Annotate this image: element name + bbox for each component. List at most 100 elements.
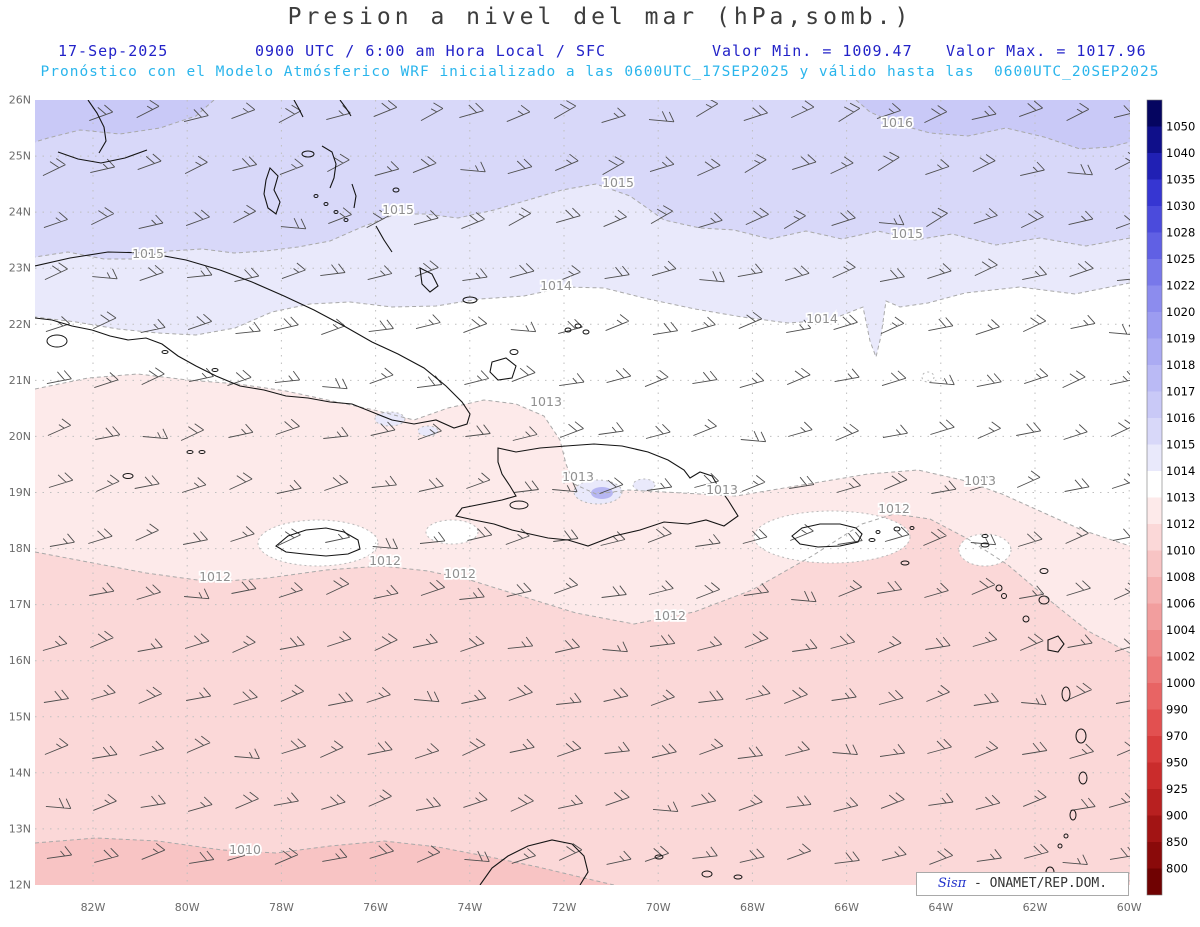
- map-layers: 1016 1015 1015 1015 1015 1014 1014 1013 1013 1013…: [35, 100, 1130, 885]
- colorbar-label: 1017: [1166, 385, 1195, 399]
- pressure-contour: [35, 282, 1130, 359]
- colorbar-segment: [1147, 365, 1162, 392]
- contour-label: 1013: [530, 394, 562, 409]
- colorbar-segment: [1147, 497, 1162, 524]
- island-outline: [909, 526, 915, 530]
- lon-tick-label: 66W: [834, 901, 859, 914]
- wind-barbs: [42, 100, 1130, 866]
- colorbar-label: 1010: [1166, 544, 1195, 558]
- coastline: [87, 100, 107, 154]
- contour-label: 1015: [132, 246, 164, 261]
- island-outline: [875, 530, 881, 534]
- lat-tick-label: 19N: [9, 486, 31, 499]
- island-outline: [1039, 568, 1049, 574]
- pressure-blob: [921, 371, 935, 383]
- colorbar-segment: [1147, 338, 1162, 365]
- colorbar-label: 1019: [1166, 332, 1195, 346]
- pressure-contour: [35, 183, 1130, 260]
- contour-label: 1015: [602, 175, 634, 190]
- colorbar-segment: [1147, 815, 1162, 842]
- colorbar-segment: [1147, 259, 1162, 286]
- lat-tick-label: 24N: [9, 206, 31, 219]
- lat-tick-label: 23N: [9, 262, 31, 275]
- coastline: [489, 357, 517, 381]
- lat-tick-label: 16N: [9, 654, 31, 667]
- contour-label: 1014: [540, 278, 572, 293]
- lat-tick-label: 17N: [9, 598, 31, 611]
- pressure-blob: [257, 519, 379, 567]
- watermark: Sisπ - ONAMET/REP.DOM.: [916, 872, 1129, 896]
- colorbar-segment: [1147, 444, 1162, 471]
- contour-label: 1014: [806, 311, 838, 326]
- colorbar-segment: [1147, 709, 1162, 736]
- contour-label: 1013: [706, 482, 738, 497]
- colorbar-segment: [1147, 842, 1162, 869]
- island-outline: [574, 323, 582, 329]
- colorbar-label: 1015: [1166, 438, 1195, 452]
- pressure-contour: [35, 100, 215, 143]
- colorbar-label: 1016: [1166, 411, 1195, 425]
- colorbar-segment: [1147, 736, 1162, 763]
- grid-lines: [35, 100, 1130, 885]
- colorbar-segment: [1147, 603, 1162, 630]
- island-outline: [654, 854, 664, 860]
- island-outline: [981, 534, 989, 538]
- colorbar-label: 970: [1166, 729, 1188, 743]
- lat-tick-label: 15N: [9, 710, 31, 723]
- colorbar-label: 1008: [1166, 570, 1195, 584]
- coastline: [419, 267, 439, 293]
- lon-tick-label: 76W: [363, 901, 388, 914]
- coastline: [1047, 635, 1065, 653]
- colorbar-label: 950: [1166, 756, 1188, 770]
- colorbar-label: 1018: [1166, 358, 1195, 372]
- island-outline: [1022, 615, 1030, 623]
- lon-tick-label: 74W: [457, 901, 482, 914]
- colorbar-label: 1006: [1166, 597, 1195, 611]
- island-outline: [161, 350, 169, 354]
- page-title: Presion a nivel del mar (hPa,somb.): [287, 4, 913, 30]
- island-outline: [1001, 593, 1007, 599]
- colorbar-label: 900: [1166, 809, 1188, 823]
- value-max-label: Valor Max. = 1017.96: [946, 42, 1147, 60]
- pressure-contour: [35, 837, 615, 885]
- coastline: [293, 100, 304, 118]
- colorbar-label: 1035: [1166, 173, 1195, 187]
- island-outline: [186, 450, 194, 454]
- island-outline: [733, 874, 743, 880]
- colorbar-segment: [1147, 789, 1162, 816]
- lat-tick-label: 25N: [9, 150, 31, 163]
- colorbar-segment: [1147, 100, 1162, 127]
- colorbar-label: 1022: [1166, 279, 1195, 293]
- island-outline: [301, 150, 315, 158]
- island-outline: [1075, 728, 1087, 744]
- colorbar-label: 1013: [1166, 491, 1195, 505]
- pressure-contour: [35, 513, 1130, 654]
- island-outline: [1038, 595, 1050, 605]
- pressure-band: [35, 100, 1130, 259]
- island-outline: [1078, 771, 1088, 785]
- contour-label: 1013: [964, 473, 996, 488]
- island-outline: [980, 542, 990, 548]
- colorbar-label: 850: [1166, 835, 1188, 849]
- coastline: [375, 225, 393, 253]
- coastline: [479, 839, 589, 885]
- colorbar-segment: [1147, 391, 1162, 418]
- lon-tick-label: 78W: [269, 901, 294, 914]
- value-min-label: Valor Min. = 1009.47: [712, 42, 913, 60]
- island-outline: [900, 560, 910, 566]
- colorbar-segment: [1147, 630, 1162, 657]
- colorbar-segment: [1147, 418, 1162, 445]
- pressure-band: [856, 100, 1130, 149]
- colorbar-segment: [1147, 524, 1162, 551]
- island-outline: [509, 500, 529, 510]
- island-outline: [868, 538, 876, 542]
- coastline: [791, 523, 863, 548]
- colorbar-label: 1020: [1166, 305, 1195, 319]
- island-outline: [1061, 686, 1071, 702]
- island-outline: [392, 187, 400, 193]
- colorbar-label: 1025: [1166, 252, 1195, 266]
- island-outline: [323, 202, 329, 206]
- island-outline: [509, 349, 519, 355]
